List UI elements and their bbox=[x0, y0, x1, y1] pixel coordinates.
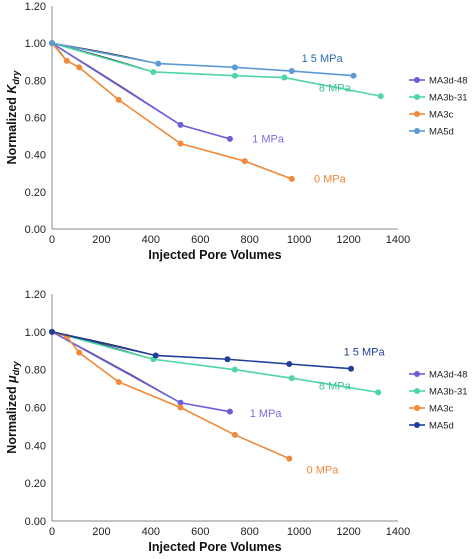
x-axis-label: Injected Pore Volumes bbox=[148, 540, 281, 554]
data-point-MA3d-48 bbox=[177, 399, 184, 406]
y-axis-label: Normalized μdry bbox=[5, 360, 21, 453]
legend-label: MA3b-31 bbox=[429, 93, 468, 104]
x-tick-label: 1200 bbox=[336, 526, 360, 538]
y-tick-label: 1.20 bbox=[25, 1, 46, 13]
y-tick-label: 0.20 bbox=[25, 187, 46, 199]
trend-curve bbox=[51, 331, 231, 413]
data-point-MA5d bbox=[49, 40, 55, 47]
data-point-MA5d bbox=[224, 356, 231, 363]
x-tick-label: 0 bbox=[49, 526, 55, 538]
pressure-annotation: 1 MPa bbox=[252, 134, 285, 146]
legend-swatch-marker bbox=[414, 94, 420, 100]
y-tick-label: 0.40 bbox=[25, 150, 46, 162]
data-point-MA3c bbox=[76, 64, 83, 71]
data-point-MA3b-31 bbox=[150, 68, 157, 75]
legend-label: MA3d-48 bbox=[429, 370, 468, 381]
trend-curve bbox=[51, 42, 231, 140]
data-point-MA3d-48 bbox=[226, 408, 233, 415]
x-tick-label: 0 bbox=[49, 234, 55, 246]
x-tick-label: 1400 bbox=[386, 234, 410, 246]
x-tick-label: 1000 bbox=[287, 526, 311, 538]
y-tick-label: 0.20 bbox=[25, 478, 46, 490]
legend-label: MA3c bbox=[429, 404, 454, 415]
legend-label: MA3c bbox=[429, 110, 454, 121]
data-point-MA5d bbox=[49, 328, 55, 335]
data-point-MA3c bbox=[177, 404, 184, 411]
data-point-MA5d bbox=[288, 68, 295, 75]
data-point-MA3d-48 bbox=[226, 135, 233, 142]
data-point-MA5d bbox=[155, 60, 162, 67]
y-tick-label: 1.20 bbox=[25, 289, 46, 301]
y-tick-label: 0.80 bbox=[25, 365, 46, 377]
data-point-MA3b-31 bbox=[375, 389, 382, 396]
data-point-MA5d bbox=[231, 64, 238, 71]
x-tick-label: 600 bbox=[191, 526, 209, 538]
data-point-MA3d-48 bbox=[177, 121, 184, 128]
data-point-MA3c bbox=[76, 349, 83, 356]
legend-swatch-marker bbox=[414, 405, 420, 411]
data-point-MA3c bbox=[63, 57, 70, 64]
chart-panel-2: 0.00 0.20 0.40 0.60 0.80 1.00 1.20 0 200 400 600 80… bbox=[5, 289, 468, 554]
y-tick-label: 0.40 bbox=[25, 440, 46, 452]
legend-swatch-marker bbox=[414, 388, 420, 394]
data-point-MA3c bbox=[177, 140, 184, 147]
data-point-MA3c bbox=[231, 431, 238, 438]
data-point-MA3b-31 bbox=[231, 72, 238, 79]
pressure-annotation: 0 MPa bbox=[307, 465, 340, 477]
trend-curve bbox=[51, 331, 352, 370]
legend-swatch-marker bbox=[414, 77, 420, 83]
pressure-annotation: 1 MPa bbox=[250, 408, 283, 420]
pressure-annotation: 0 MPa bbox=[314, 174, 347, 186]
pressure-annotation: 1 5 MPa bbox=[302, 53, 344, 65]
pressure-annotation: 1 5 MPa bbox=[344, 346, 386, 358]
data-point-MA3c bbox=[288, 175, 295, 182]
series-line-MA3d-48 bbox=[51, 331, 231, 413]
y-tick-label: 0.00 bbox=[25, 224, 46, 236]
data-point-MA3b-31 bbox=[288, 375, 295, 382]
y-tick-label: 0.00 bbox=[25, 516, 46, 528]
x-tick-label: 1400 bbox=[386, 526, 410, 538]
y-tick-label: 1.00 bbox=[25, 38, 46, 50]
x-axis-label: Injected Pore Volumes bbox=[148, 248, 281, 262]
x-tick-label: 800 bbox=[241, 526, 259, 538]
data-point-MA3c bbox=[286, 455, 293, 462]
x-tick-label: 1200 bbox=[336, 234, 360, 246]
legend-swatch-marker bbox=[414, 111, 420, 117]
legend-swatch-marker bbox=[414, 422, 420, 428]
x-tick-label: 1000 bbox=[287, 234, 311, 246]
series-line-MA3d-48 bbox=[51, 42, 231, 140]
data-point-MA5d bbox=[286, 360, 293, 367]
data-point-MA5d bbox=[350, 72, 357, 79]
y-tick-label: 1.00 bbox=[25, 327, 46, 339]
y-axis-label: Normalized Kdry bbox=[5, 70, 21, 165]
data-point-MA3c bbox=[115, 96, 122, 103]
series-line-MA5d bbox=[51, 331, 352, 370]
data-point-MA3c bbox=[115, 378, 122, 385]
x-tick-label: 400 bbox=[142, 234, 160, 246]
data-point-MA3b-31 bbox=[281, 74, 288, 81]
data-point-MA3b-31 bbox=[231, 366, 238, 373]
data-point-MA5d bbox=[348, 365, 355, 372]
legend-label: MA3b-31 bbox=[429, 387, 468, 398]
x-tick-label: 200 bbox=[92, 526, 110, 538]
x-tick-label: 200 bbox=[92, 234, 110, 246]
x-tick-label: 400 bbox=[142, 526, 160, 538]
legend-label: MA3d-48 bbox=[429, 76, 468, 87]
y-tick-label: 0.60 bbox=[25, 403, 46, 415]
y-tick-label: 0.60 bbox=[25, 113, 46, 125]
x-tick-label: 600 bbox=[191, 234, 209, 246]
x-tick-label: 800 bbox=[241, 234, 259, 246]
pressure-annotation: 8 MPa bbox=[319, 82, 352, 94]
y-tick-label: 0.80 bbox=[25, 75, 46, 87]
legend-label: MA5d bbox=[429, 421, 454, 432]
data-point-MA3b-31 bbox=[377, 93, 384, 100]
legend-swatch-marker bbox=[414, 371, 420, 377]
legend-swatch-marker bbox=[414, 128, 420, 134]
pressure-annotation: 8 MPa bbox=[319, 381, 352, 393]
data-point-MA3c bbox=[241, 158, 248, 165]
legend-label: MA5d bbox=[429, 127, 454, 138]
chart-panel-1: 0.00 0.20 0.40 0.60 0.80 1.00 1.20 0 200 400 600 80… bbox=[5, 1, 468, 262]
data-point-MA5d bbox=[152, 352, 159, 359]
